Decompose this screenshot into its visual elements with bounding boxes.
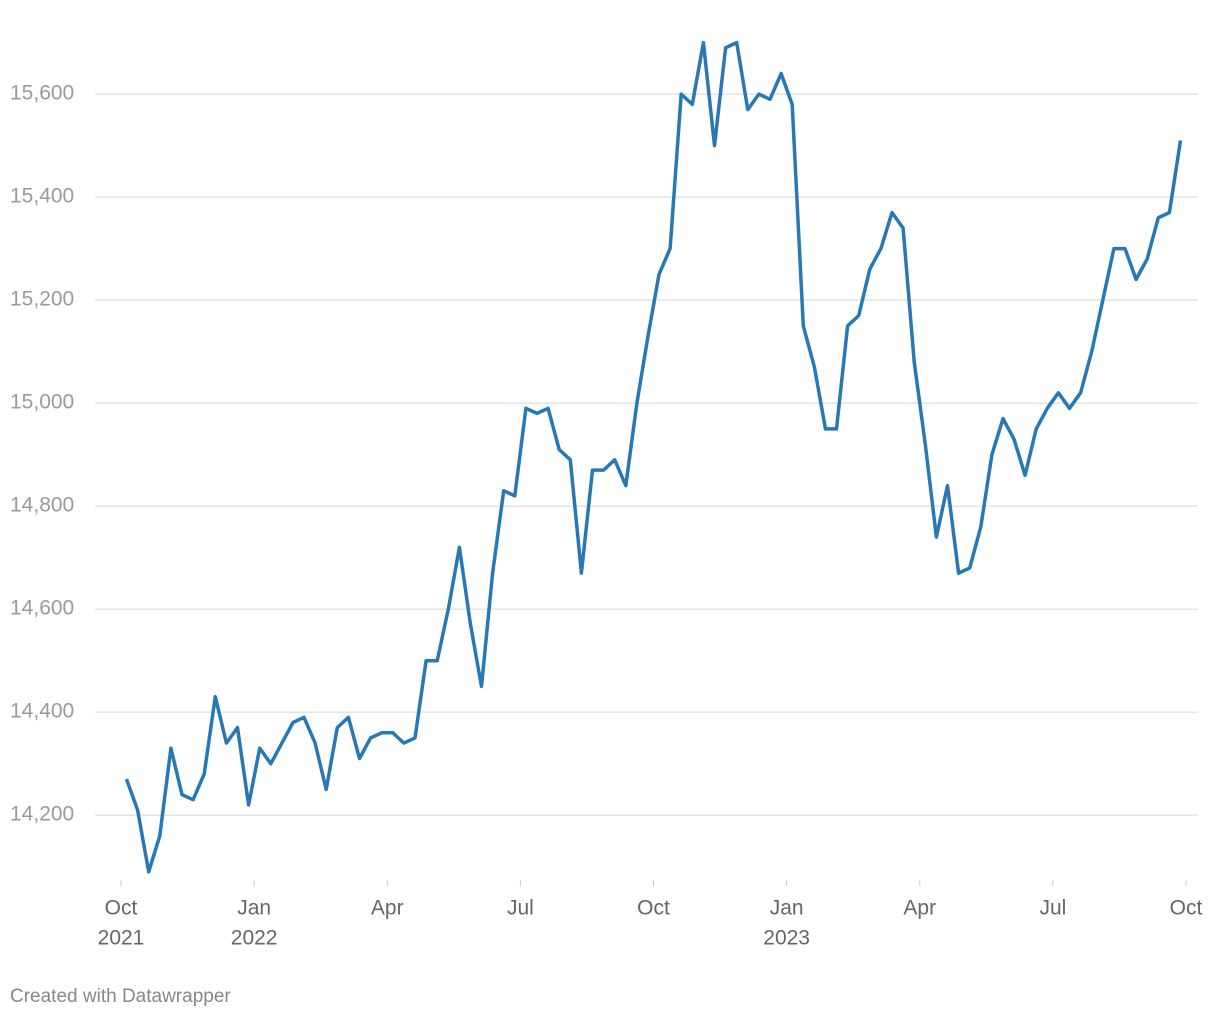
x-tick-label: Apr <box>903 897 936 920</box>
x-tick-label: Jul <box>507 897 534 920</box>
x-tick-label: Jan <box>770 897 804 920</box>
x-tick-year: 2022 <box>231 927 278 950</box>
y-tick-label: 14,400 <box>10 700 74 723</box>
y-tick-label: 14,800 <box>10 494 74 517</box>
y-tick-label: 15,000 <box>10 391 74 414</box>
y-tick-label: 15,400 <box>10 185 74 208</box>
x-tick-label: Jan <box>237 897 271 920</box>
x-tick-label: Jul <box>1039 897 1066 920</box>
y-tick-label: 14,600 <box>10 597 74 620</box>
line-series <box>124 40 1183 874</box>
footer: Created with Datawrapper <box>10 986 231 1007</box>
x-tick-label: Apr <box>371 897 404 920</box>
x-tick-year: 2023 <box>763 927 810 950</box>
y-tick-label: 15,600 <box>10 82 74 105</box>
x-tick-label: Oct <box>637 897 670 920</box>
y-tick-label: 15,200 <box>10 288 74 311</box>
x-tick-year: 2021 <box>98 927 145 950</box>
y-tick-label: 14,200 <box>10 803 74 826</box>
x-tick-label: Oct <box>1170 897 1203 920</box>
x-tick-label: Oct <box>105 897 138 920</box>
